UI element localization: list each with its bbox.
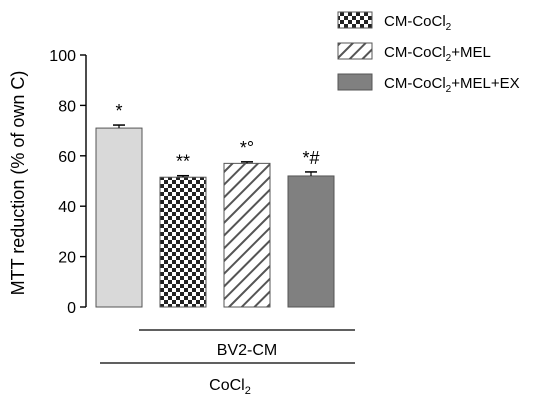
significance-mark: *#: [302, 148, 319, 168]
y-axis-label: MTT reduction (% of own C): [8, 71, 28, 296]
legend-label: CM-CoCl2+MEL: [384, 44, 491, 64]
y-tick-label: 100: [49, 48, 76, 65]
group-label: CoCl2: [209, 377, 251, 397]
significance-mark: *: [115, 101, 122, 121]
legend-label: CM-CoCl2+MEL+EX: [384, 75, 520, 95]
group-labels: BV2-CM CoCl2: [100, 329, 355, 397]
y-tick-label: 0: [67, 300, 76, 317]
legend-swatch: [337, 73, 373, 91]
bar: [287, 175, 335, 308]
significance-mark: **: [176, 152, 190, 172]
y-tick-label: 20: [58, 250, 76, 267]
significance-mark: *°: [240, 138, 254, 158]
bars-layer: ****°*#: [95, 101, 335, 308]
y-tick-label: 40: [58, 199, 76, 216]
legend-label: CM-CoCl2: [384, 13, 452, 33]
legend: CM-CoCl2 CM-CoCl2+MEL CM-CoCl2+MEL+EX: [337, 11, 520, 95]
y-axis: 0 20 40 60 80 100: [49, 48, 87, 317]
bar: [223, 162, 271, 308]
legend-swatch: [337, 42, 373, 60]
bar: [95, 127, 143, 308]
y-tick-label: 60: [58, 149, 76, 166]
y-tick-label: 80: [58, 98, 76, 115]
legend-swatch: [337, 11, 373, 29]
group-label: BV2-CM: [217, 342, 277, 359]
bar: [159, 176, 207, 308]
